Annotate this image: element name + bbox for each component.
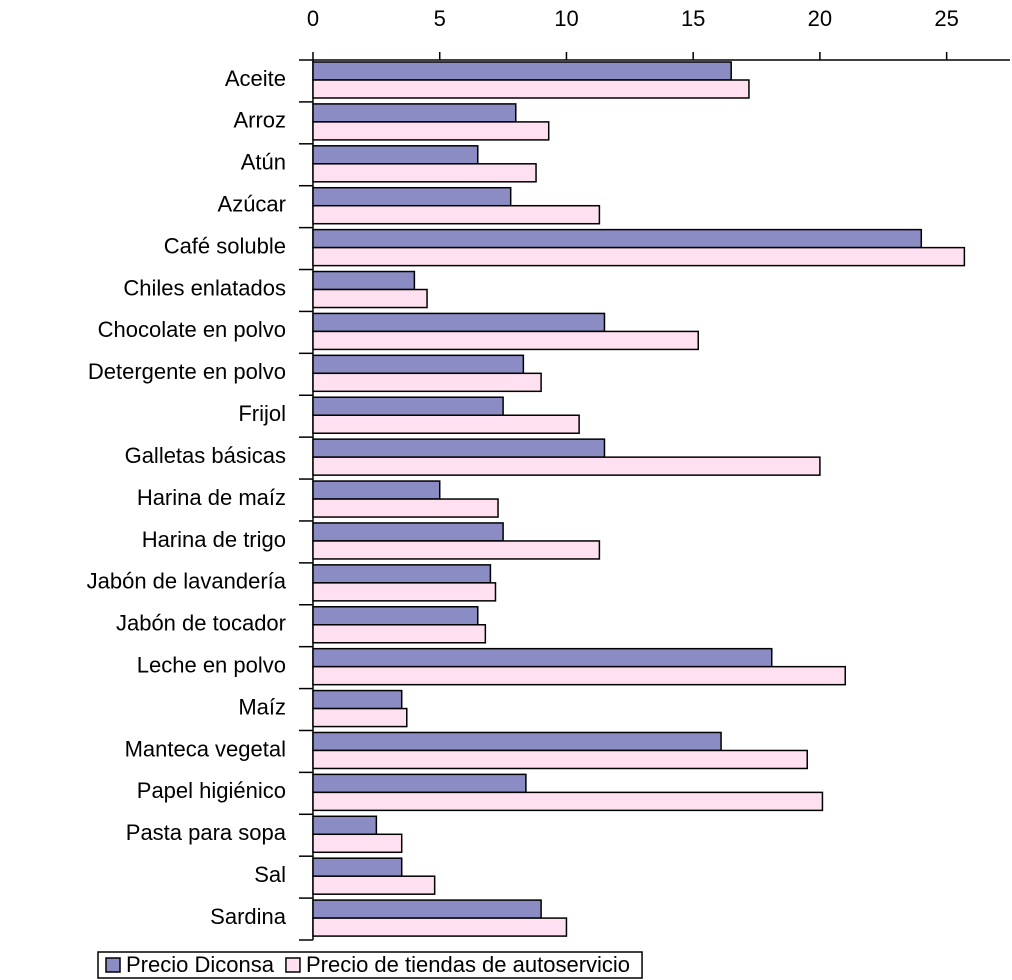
y-tick-label: Aceite bbox=[225, 66, 286, 91]
bar bbox=[312, 270, 416, 291]
bar bbox=[312, 163, 537, 183]
bar bbox=[312, 815, 378, 836]
bar bbox=[312, 624, 487, 644]
legend: Precio Diconsa Precio de tiendas de autos… bbox=[97, 951, 643, 979]
bar bbox=[312, 414, 580, 434]
bar bbox=[312, 438, 606, 458]
y-tick-label: Galletas básicas bbox=[125, 443, 286, 468]
bar bbox=[312, 773, 527, 794]
bar bbox=[312, 228, 923, 249]
bar bbox=[312, 145, 479, 165]
bar bbox=[312, 522, 504, 542]
x-tick-label: 5 bbox=[434, 6, 446, 31]
bar bbox=[312, 498, 499, 518]
bar bbox=[312, 372, 542, 393]
bar bbox=[312, 396, 504, 416]
bar bbox=[312, 582, 497, 602]
y-tick-label: Frijol bbox=[238, 401, 286, 426]
x-tick-label: 15 bbox=[681, 6, 705, 31]
bar bbox=[312, 833, 403, 854]
y-tick-label: Jabón de lavandería bbox=[87, 569, 287, 594]
bar bbox=[312, 899, 542, 919]
bar bbox=[312, 330, 700, 351]
legend-label: Precio Diconsa bbox=[126, 952, 275, 977]
y-tick-label: Jabón de tocador bbox=[116, 611, 286, 636]
y-tick-label: Arroz bbox=[233, 108, 286, 133]
legend-swatch bbox=[105, 957, 121, 973]
bar bbox=[312, 121, 550, 141]
bar bbox=[312, 749, 808, 770]
bar bbox=[312, 186, 512, 207]
x-tick-label: 20 bbox=[808, 6, 832, 31]
bar bbox=[312, 564, 492, 584]
bar bbox=[312, 791, 824, 812]
bar bbox=[312, 61, 732, 81]
y-tick-label: Sal bbox=[254, 862, 286, 887]
x-tick-label: 10 bbox=[554, 6, 578, 31]
bar bbox=[312, 540, 601, 560]
bar bbox=[312, 665, 847, 686]
y-tick-label: Detergente en polvo bbox=[88, 359, 286, 384]
bar bbox=[312, 875, 436, 895]
bar bbox=[312, 857, 403, 877]
y-tick-label: Chocolate en polvo bbox=[98, 317, 286, 342]
legend-box bbox=[97, 951, 643, 979]
bar bbox=[312, 647, 773, 668]
y-tick-label: Pasta para sopa bbox=[126, 820, 287, 845]
y-tick-label: Azúcar bbox=[218, 192, 286, 217]
bar bbox=[312, 288, 428, 309]
bar bbox=[312, 103, 517, 123]
bar bbox=[312, 354, 525, 375]
y-tick-label: Harina de maíz bbox=[137, 485, 286, 510]
bar bbox=[312, 79, 750, 99]
y-tick-label: Leche en polvo bbox=[137, 652, 286, 677]
bar bbox=[312, 204, 601, 225]
bar bbox=[312, 246, 966, 267]
y-tick-label: Sardina bbox=[210, 904, 287, 929]
y-tick-label: Manteca vegetal bbox=[125, 736, 286, 761]
y-tick-label: Atún bbox=[241, 150, 286, 175]
y-tick-label: Harina de trigo bbox=[142, 527, 286, 552]
x-tick-label: 25 bbox=[934, 6, 958, 31]
legend-swatch bbox=[285, 957, 301, 973]
legend-label: Precio de tiendas de autoservicio bbox=[306, 952, 630, 977]
y-tick-label: Chiles enlatados bbox=[123, 275, 286, 300]
bar bbox=[312, 456, 821, 476]
bar bbox=[312, 606, 479, 626]
bar bbox=[312, 312, 606, 333]
x-tick-label: 0 bbox=[307, 6, 319, 31]
bar bbox=[312, 480, 441, 500]
bar bbox=[312, 689, 403, 710]
y-tick-label: Papel higiénico bbox=[137, 778, 286, 803]
bar bbox=[312, 917, 568, 937]
bar bbox=[312, 731, 722, 752]
bar bbox=[312, 707, 408, 728]
y-tick-label: Café soluble bbox=[164, 233, 286, 258]
y-tick-label: Maíz bbox=[238, 694, 286, 719]
